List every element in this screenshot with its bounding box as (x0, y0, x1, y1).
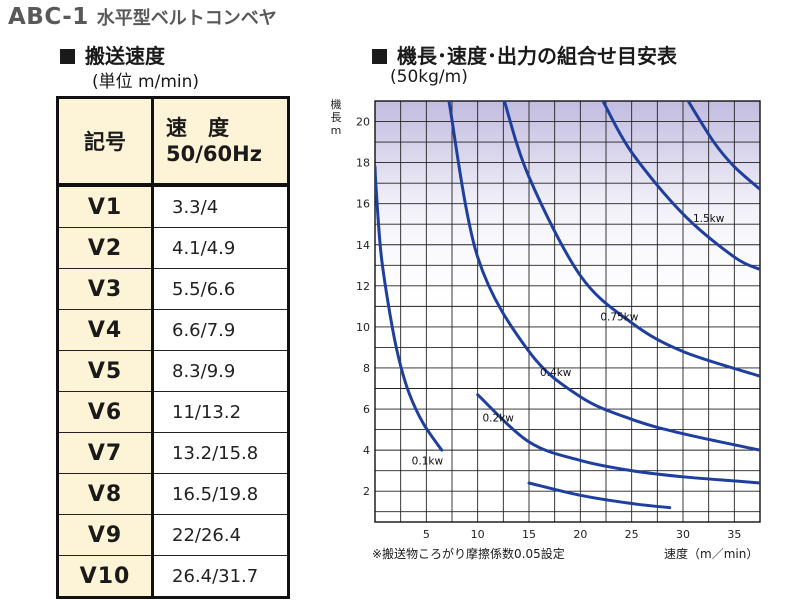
speed-table-header: 記号 速 度 50/60Hz (57, 97, 289, 187)
power-curve (601, 101, 760, 271)
speed-code: V10 (57, 555, 154, 598)
x-tick-label: 15 (522, 528, 536, 541)
y-tick-label: 10 (356, 321, 370, 334)
y-tick-label: 8 (363, 362, 370, 375)
speed-value: 16.5/19.8 (152, 473, 289, 515)
curve-label: 0.4kw (540, 367, 572, 379)
x-tick-label: 20 (573, 528, 587, 541)
speed-table-row: V10 26.4/31.7 (57, 555, 289, 598)
power-curve (375, 165, 444, 452)
plot-shading (375, 101, 760, 333)
y-axis-label: 長 (331, 111, 342, 124)
x-tick-label: 35 (727, 528, 741, 541)
chart-subtitle: (50kg/m) (390, 67, 468, 87)
model-number: ABC-1 (8, 4, 89, 30)
chart-section-title: 機長･速度･出力の組合せ目安表 (372, 40, 677, 69)
speed-code: V4 (57, 309, 154, 351)
page-title: ABC-1 水平型ベルトコンベヤ (8, 4, 277, 30)
x-tick-label: 25 (625, 528, 639, 541)
speed-code: V1 (57, 185, 154, 228)
power-curve (476, 393, 760, 485)
length-speed-power-chart: 5 10 15 20 25 30 35 2 4 6 8 10 12 14 16 18 20 機長m 0.1kw 0.2… (331, 97, 761, 541)
product-name: 水平型ベルトコンベヤ (96, 8, 277, 29)
curve-label: 0.1kw (412, 455, 444, 467)
speed-unit-note: (単位 m/min) (92, 72, 200, 92)
speed-table-row: V4 6.6/7.9 (57, 309, 289, 351)
y-tick-label: 18 (356, 157, 370, 170)
speed-column-header: 速 度 50/60Hz (152, 97, 289, 187)
speed-table-row: V6 11/13.2 (57, 391, 289, 433)
y-tick-label: 2 (363, 485, 370, 498)
square-bullet-icon (372, 49, 387, 64)
power-curve (527, 481, 672, 510)
y-tick-label: 20 (356, 116, 370, 129)
x-axis-label: 速度（m／min） (664, 547, 759, 561)
speed-table-row: V2 4.1/4.9 (57, 227, 289, 269)
speed-value: 5.5/6.6 (152, 268, 289, 310)
y-tick-label: 4 (363, 444, 370, 457)
speed-value: 4.1/4.9 (152, 227, 289, 269)
speed-value: 6.6/7.9 (152, 309, 289, 351)
power-curve (686, 101, 760, 191)
speed-code: V3 (57, 268, 154, 310)
speed-value: 13.2/15.8 (152, 432, 289, 474)
speed-code: V9 (57, 514, 154, 556)
x-tick-label: 10 (471, 528, 485, 541)
speed-table-row: V5 8.3/9.9 (57, 350, 289, 392)
curve-label: 1.5kw (693, 213, 725, 225)
x-tick-label: 5 (423, 528, 430, 541)
speed-code: V6 (57, 391, 154, 433)
speed-table-row: V3 5.5/6.6 (57, 268, 289, 310)
curve-label: 0.75kw (600, 312, 638, 324)
speed-value: 8.3/9.9 (152, 350, 289, 392)
speed-value: 26.4/31.7 (172, 565, 259, 587)
speed-code: V7 (57, 432, 154, 474)
speed-code: V2 (57, 227, 154, 269)
y-tick-label: 14 (356, 239, 370, 252)
speed-value: 22/26.4 (152, 514, 289, 556)
speed-table-row: V1 3.3/4 (57, 185, 289, 228)
y-tick-label: 12 (356, 280, 370, 293)
power-curve (447, 101, 760, 452)
speed-table: 記号 速 度 50/60Hz V1 3.3/4 V2 4.1/4.9 V3 5.5/6.6… (56, 96, 290, 599)
speed-code: V8 (57, 473, 154, 515)
x-tick-label: 30 (676, 528, 690, 541)
speed-code: V5 (57, 350, 154, 392)
plot-frame (374, 100, 761, 523)
y-axis-label: 機 (331, 97, 342, 111)
y-tick-label: 16 (356, 198, 370, 211)
curve-label: 0.2kw (483, 412, 515, 424)
power-curve (502, 101, 760, 378)
square-bullet-icon (60, 49, 75, 64)
friction-note: ※搬送物ころがり摩擦係数0.05設定 (372, 547, 565, 561)
speed-table-row: V8 16.5/19.8 (57, 473, 289, 515)
y-axis-label: m (331, 124, 342, 137)
y-tick-label: 6 (363, 403, 370, 416)
speed-section-title: 搬送速度 (60, 40, 165, 69)
speed-value: 11/13.2 (152, 391, 289, 433)
speed-value: 3.3/4 (152, 185, 289, 228)
speed-table-row: V7 13.2/15.8 (57, 432, 289, 474)
speed-table-row: V9 22/26.4 (57, 514, 289, 556)
code-column-header: 記号 (57, 97, 154, 187)
